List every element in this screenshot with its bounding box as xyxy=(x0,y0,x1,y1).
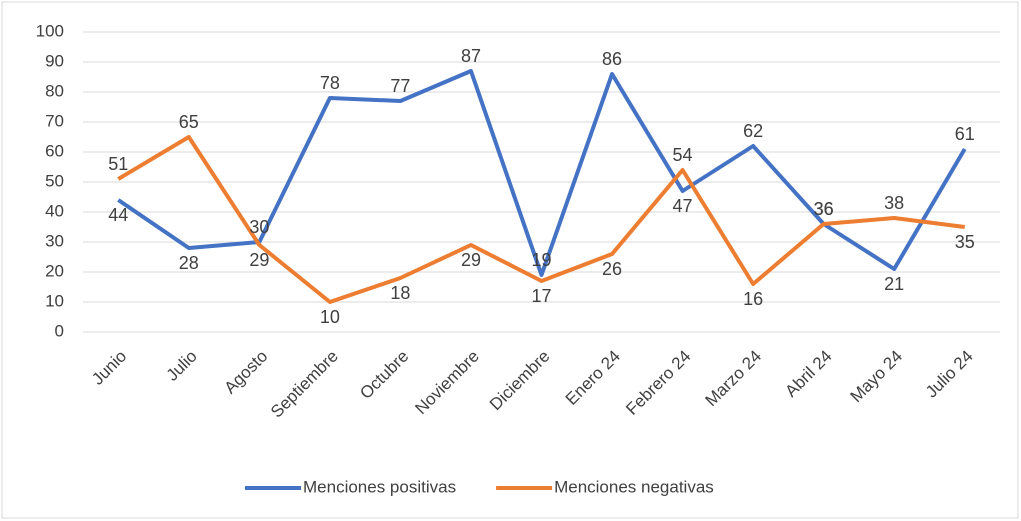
data-label: 29 xyxy=(249,250,269,270)
y-tick-label: 60 xyxy=(45,141,64,160)
data-label: 61 xyxy=(955,124,975,144)
data-label: 51 xyxy=(108,154,128,174)
data-label: 30 xyxy=(249,217,269,237)
data-label: 16 xyxy=(743,289,763,309)
y-tick-label: 30 xyxy=(45,231,64,250)
data-label: 47 xyxy=(673,196,693,216)
y-tick-label: 100 xyxy=(36,21,64,40)
data-label: 54 xyxy=(673,145,693,165)
data-label: 87 xyxy=(461,46,481,66)
y-tick-label: 10 xyxy=(45,291,64,310)
legend-label: Menciones negativas xyxy=(554,477,714,496)
series-line xyxy=(117,135,965,304)
data-label: 78 xyxy=(320,73,340,93)
data-label: 36 xyxy=(814,199,834,219)
data-label: 10 xyxy=(320,307,340,327)
data-label: 62 xyxy=(743,121,763,141)
data-label: 44 xyxy=(108,205,128,225)
data-label: 21 xyxy=(884,274,904,294)
data-label: 35 xyxy=(955,232,975,252)
y-tick-label: 70 xyxy=(45,111,64,130)
data-label: 77 xyxy=(390,76,410,96)
y-tick-label: 20 xyxy=(45,261,64,280)
y-tick-label: 0 xyxy=(55,321,64,340)
y-tick-label: 50 xyxy=(45,171,64,190)
y-tick-label: 90 xyxy=(45,51,64,70)
data-label: 26 xyxy=(602,259,622,279)
data-label: 29 xyxy=(461,250,481,270)
y-tick-label: 80 xyxy=(45,81,64,100)
data-label: 17 xyxy=(531,286,551,306)
data-label: 19 xyxy=(531,250,551,270)
data-label: 28 xyxy=(179,253,199,273)
data-label: 36 xyxy=(814,199,834,219)
legend-label: Menciones positivas xyxy=(303,477,456,496)
data-label: 65 xyxy=(179,112,199,132)
data-label: 18 xyxy=(390,283,410,303)
data-label: 86 xyxy=(602,49,622,69)
y-tick-label: 40 xyxy=(45,201,64,220)
data-label: 38 xyxy=(884,193,904,213)
